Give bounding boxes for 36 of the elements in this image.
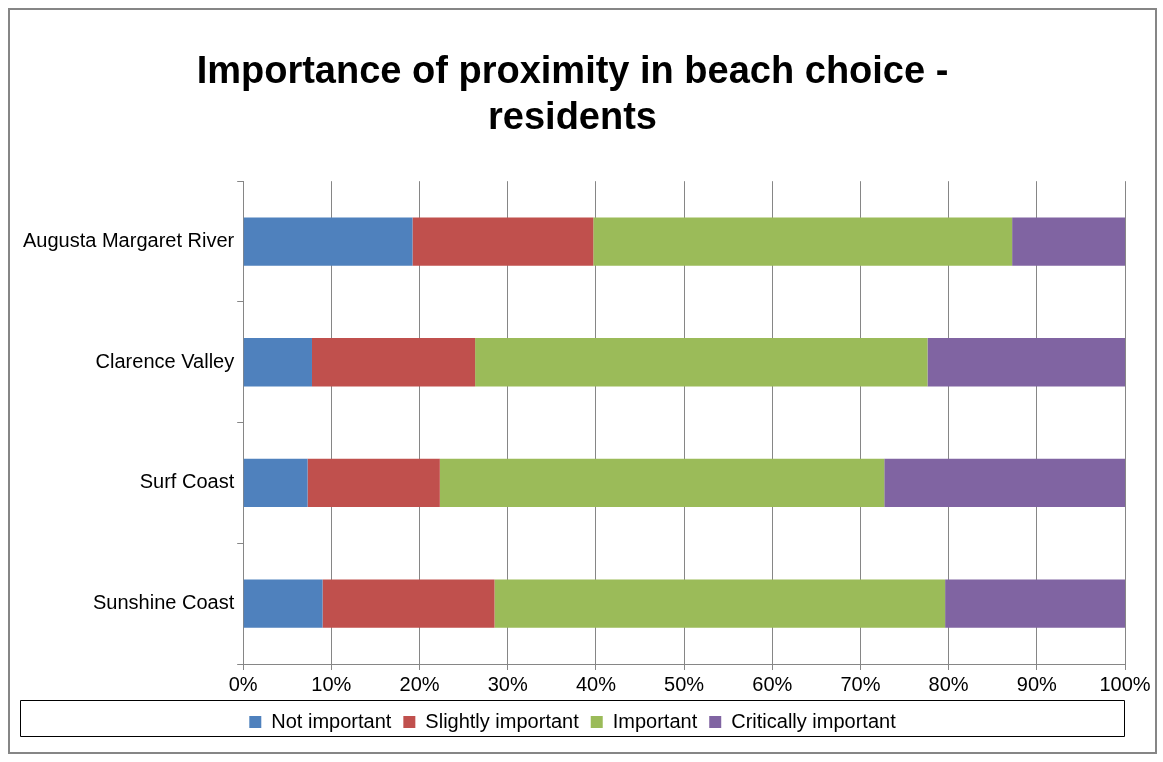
x-tick-label: 70% (840, 672, 881, 695)
x-tick-label: 20% (399, 672, 440, 695)
legend-label: Slightly important (425, 709, 580, 732)
x-tick-label: 10% (311, 672, 352, 695)
y-tick-label: Sunshine Coast (93, 591, 235, 614)
x-tick-label: 30% (487, 672, 528, 695)
bar (494, 579, 946, 628)
x-tick-label: 90% (1016, 672, 1058, 695)
x-tick-label: 80% (928, 672, 969, 695)
bar (243, 579, 323, 628)
bar (311, 338, 476, 387)
bar (1012, 217, 1125, 266)
x-tick-label: 40% (575, 672, 617, 695)
bar (475, 338, 928, 387)
bar (927, 338, 1125, 387)
bar (243, 217, 413, 266)
y-tick-label: Augusta Margaret River (23, 229, 235, 252)
bar (439, 458, 885, 508)
bar (884, 458, 1125, 508)
legend-label: Critically important (731, 709, 897, 732)
bar (243, 458, 308, 508)
y-tick-label: Clarence Valley (95, 349, 235, 372)
bar (593, 217, 1013, 266)
bar (243, 338, 312, 387)
x-tick-label: 60% (752, 672, 793, 695)
bar (945, 579, 1125, 628)
legend-label: Not important (271, 709, 392, 732)
bar (307, 458, 440, 508)
x-tick-label: 100% (1099, 672, 1151, 695)
legend-label: Important (612, 709, 698, 732)
bar (412, 217, 594, 266)
x-tick-label: 0% (228, 672, 258, 695)
y-tick-label: Surf Coast (139, 470, 235, 493)
x-tick-label: 50% (664, 672, 705, 695)
chart-title: Importance of proximity in beach choice - residents (196, 49, 949, 137)
bar (322, 579, 495, 628)
